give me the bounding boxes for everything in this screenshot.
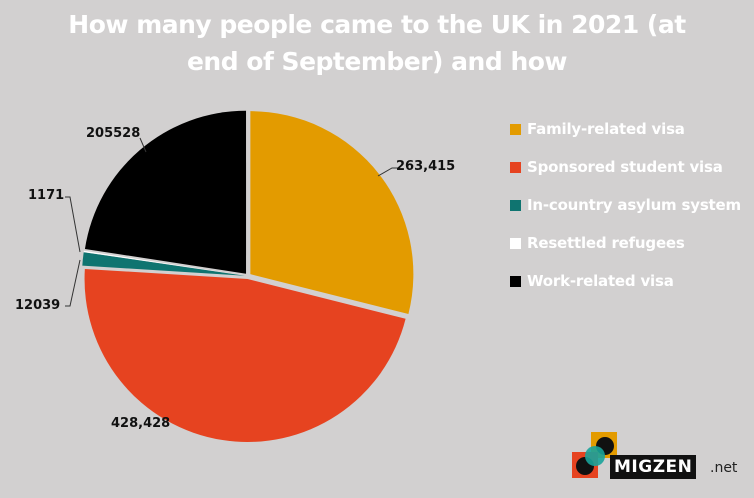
chart-title-line-1: How many people came to the UK in 2021 (… <box>68 10 686 39</box>
pie-slice-asylum[interactable] <box>82 252 246 276</box>
logo-domain: .net <box>710 460 738 476</box>
legend-swatch-family <box>510 123 521 135</box>
legend-label: Resettled refugees <box>527 234 685 252</box>
chart-title-line-2: end of September) and how <box>186 47 568 76</box>
legend-item-asylum[interactable]: In-country asylum system <box>510 186 741 224</box>
leader-line-work <box>139 137 147 153</box>
legend-swatch-student <box>510 161 521 173</box>
pie-slice-student[interactable] <box>84 268 406 442</box>
data-label-family: 263,415 <box>396 159 456 174</box>
legend-label: Family-related visa <box>527 120 685 138</box>
legend-swatch-work <box>510 275 521 287</box>
pie-slice-work[interactable] <box>84 110 247 274</box>
data-label-resettled: 1171 <box>28 188 65 203</box>
data-label-work: 205528 <box>86 126 141 141</box>
legend-swatch-asylum <box>510 199 521 211</box>
legend-label: In-country asylum system <box>527 196 741 214</box>
chart-title: How many people came to the UK in 2021 (… <box>0 6 754 80</box>
legend-label: Sponsored student visa <box>527 158 723 176</box>
pie-slice-family[interactable] <box>250 111 414 314</box>
migzen-logo[interactable]: MIGZEN .net <box>570 430 750 490</box>
logo-circle-teal-icon <box>585 446 605 466</box>
legend-item-work[interactable]: Work-related visa <box>510 262 741 300</box>
legend-swatch-resettled <box>510 237 521 249</box>
legend-item-family[interactable]: Family-related visa <box>510 110 741 148</box>
legend-label: Work-related visa <box>527 272 674 290</box>
leader-lines <box>65 137 400 307</box>
data-label-asylum: 12039 <box>15 298 61 313</box>
legend: Family-related visa Sponsored student vi… <box>510 110 741 300</box>
legend-item-resettled[interactable]: Resettled refugees <box>510 224 741 262</box>
pie-slices <box>82 110 414 442</box>
pie-slice-resettled[interactable] <box>83 250 246 276</box>
leader-line-resettled <box>65 196 81 253</box>
legend-item-student[interactable]: Sponsored student visa <box>510 148 741 186</box>
leader-line-family <box>377 167 400 177</box>
data-label-student: 428,428 <box>111 416 171 431</box>
leader-line-asylum <box>65 259 81 307</box>
logo-wordmark: MIGZEN <box>610 455 697 479</box>
